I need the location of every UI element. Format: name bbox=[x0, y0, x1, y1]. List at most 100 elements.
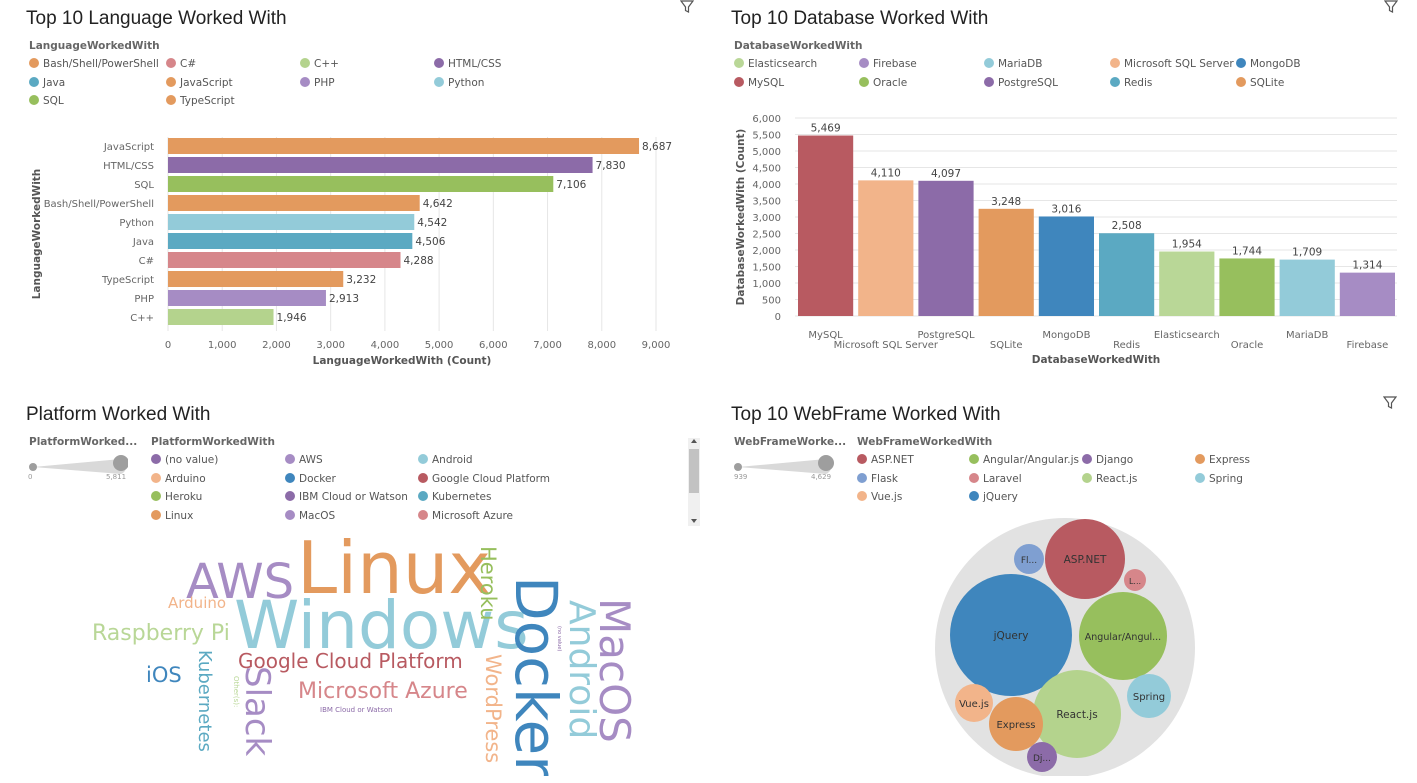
bar-postgresql[interactable] bbox=[918, 180, 974, 316]
legend-item[interactable]: SQL bbox=[29, 94, 64, 108]
legend-item[interactable]: jQuery bbox=[969, 490, 1018, 504]
bar-firebase[interactable] bbox=[1339, 272, 1395, 316]
legend-item[interactable]: MacOS bbox=[285, 509, 335, 523]
legend-item[interactable]: Vue.js bbox=[857, 490, 902, 504]
bar-mariadb[interactable] bbox=[1279, 259, 1335, 316]
legend-item[interactable]: (no value) bbox=[151, 453, 218, 467]
legend-item[interactable]: Docker bbox=[285, 472, 336, 486]
legend-item[interactable]: Android bbox=[418, 453, 473, 467]
legend-item[interactable]: React.js bbox=[1082, 472, 1137, 486]
filter-icon[interactable] bbox=[1383, 0, 1399, 18]
bar-html-css[interactable] bbox=[168, 157, 593, 173]
legend-item[interactable]: IBM Cloud or Watson bbox=[285, 490, 408, 504]
bar-typescript[interactable] bbox=[168, 271, 344, 287]
legend-item[interactable]: Elasticsearch bbox=[734, 57, 817, 71]
legend-item[interactable]: Bash/Shell/PowerShell bbox=[29, 57, 159, 71]
bar-oracle[interactable] bbox=[1219, 258, 1275, 316]
word-google-cloud-platform[interactable]: Google Cloud Platform bbox=[238, 649, 463, 673]
legend-item[interactable]: Java bbox=[29, 76, 65, 90]
word-kubernetes[interactable]: Kubernetes bbox=[194, 650, 215, 752]
legend-item[interactable]: HTML/CSS bbox=[434, 57, 501, 71]
legend-item[interactable]: Redis bbox=[1110, 76, 1152, 90]
bar-c[interactable] bbox=[168, 252, 401, 268]
bar-sql[interactable] bbox=[168, 176, 554, 192]
legend-item[interactable]: ASP.NET bbox=[857, 453, 914, 467]
platform-size-slider[interactable] bbox=[28, 454, 129, 474]
word-no-value[interactable]: (no value) bbox=[556, 626, 562, 651]
legend-item[interactable]: MySQL bbox=[734, 76, 784, 90]
word-docker[interactable]: Docker bbox=[502, 576, 570, 776]
bar-javascript[interactable] bbox=[168, 138, 640, 154]
bar-mongodb[interactable] bbox=[1038, 216, 1094, 316]
word-wordpress[interactable]: WordPress bbox=[481, 654, 505, 763]
bubble-laravel[interactable] bbox=[1124, 569, 1146, 591]
legend-item[interactable]: Google Cloud Platform bbox=[418, 472, 550, 486]
legend-item[interactable]: Arduino bbox=[151, 472, 206, 486]
bar-microsoft-sql-server[interactable] bbox=[858, 180, 914, 316]
legend-item[interactable]: Heroku bbox=[151, 490, 202, 504]
bar-redis[interactable] bbox=[1099, 233, 1155, 316]
word-linux[interactable]: Linux bbox=[297, 526, 491, 610]
word-ibm-cloud-or-watson[interactable]: IBM Cloud or Watson bbox=[320, 706, 393, 714]
bar-java[interactable] bbox=[168, 233, 413, 249]
word-other-s[interactable]: Other(s): bbox=[232, 676, 240, 707]
legend-item[interactable]: Oracle bbox=[859, 76, 907, 90]
bubble-django[interactable] bbox=[1027, 742, 1057, 772]
bar-elasticsearch[interactable] bbox=[1159, 251, 1215, 316]
scroll-up-icon[interactable] bbox=[691, 439, 697, 443]
word-aws[interactable]: AWS bbox=[186, 554, 294, 610]
legend-scrollbar[interactable] bbox=[688, 438, 700, 526]
word-windows[interactable]: Windows bbox=[234, 587, 529, 664]
bar-php[interactable] bbox=[168, 290, 326, 306]
legend-item[interactable]: Kubernetes bbox=[418, 490, 491, 504]
legend-item[interactable]: Firebase bbox=[859, 57, 917, 71]
legend-item[interactable]: C# bbox=[166, 57, 196, 71]
word-android[interactable]: Android bbox=[561, 600, 602, 739]
webframe-size-slider[interactable] bbox=[733, 454, 843, 474]
legend-item[interactable]: Angular/Angular.js bbox=[969, 453, 1079, 467]
bar-mysql[interactable] bbox=[798, 135, 854, 316]
word-microsoft-azure[interactable]: Microsoft Azure bbox=[298, 679, 468, 704]
bar-bash-shell-powershell[interactable] bbox=[168, 195, 420, 211]
language-bar-chart[interactable]: 0 1,000 2,000 3,000 4,000 5,000 6,000 7,000 8,00… bbox=[26, 8, 702, 380]
legend-item[interactable]: TypeScript bbox=[166, 94, 235, 108]
word-arduino[interactable]: Arduino bbox=[168, 594, 226, 612]
bubble-spring[interactable] bbox=[1127, 674, 1171, 718]
bar-sqlite[interactable] bbox=[978, 208, 1034, 316]
legend-item[interactable]: Express bbox=[1195, 453, 1250, 467]
legend-item[interactable]: MongoDB bbox=[1236, 57, 1301, 71]
legend-item[interactable]: Spring bbox=[1195, 472, 1243, 486]
bubble-express[interactable] bbox=[989, 697, 1043, 751]
bubble-flask[interactable] bbox=[1014, 544, 1044, 574]
legend-item[interactable]: PHP bbox=[300, 76, 335, 90]
bubble-react-js[interactable] bbox=[1033, 670, 1121, 758]
legend-item[interactable]: C++ bbox=[300, 57, 339, 71]
bubble-jquery[interactable] bbox=[950, 574, 1072, 696]
bar-c[interactable] bbox=[168, 309, 274, 325]
legend-item[interactable]: JavaScript bbox=[166, 76, 233, 90]
webframe-bubble-chart[interactable]: jQuery React.js Angular/Angul... ASP.NET Exp… bbox=[731, 516, 1407, 776]
legend-item[interactable]: Linux bbox=[151, 509, 193, 523]
legend-item[interactable]: Microsoft Azure bbox=[418, 509, 513, 523]
bubble-angular-angular-js[interactable] bbox=[1079, 592, 1167, 680]
legend-item[interactable]: Microsoft SQL Server bbox=[1110, 57, 1234, 71]
scroll-down-icon[interactable] bbox=[691, 519, 697, 523]
legend-item[interactable]: Python bbox=[434, 76, 484, 90]
legend-item[interactable]: AWS bbox=[285, 453, 323, 467]
legend-item[interactable]: Django bbox=[1082, 453, 1133, 467]
bar-python[interactable] bbox=[168, 214, 415, 230]
legend-item[interactable]: SQLite bbox=[1236, 76, 1284, 90]
word-macos[interactable]: MacOS bbox=[590, 598, 639, 743]
word-slack[interactable]: Slack bbox=[237, 666, 277, 757]
filter-icon[interactable] bbox=[679, 0, 695, 18]
legend-item[interactable]: PostgreSQL bbox=[984, 76, 1058, 90]
bubble-asp-net[interactable] bbox=[1045, 519, 1125, 599]
filter-icon[interactable] bbox=[1382, 396, 1398, 414]
database-bar-chart[interactable]: 0 500 1,000 1,500 2,000 2,500 3,000 3,500 4,000 4… bbox=[731, 8, 1407, 380]
legend-item[interactable]: Flask bbox=[857, 472, 898, 486]
legend-item[interactable]: MariaDB bbox=[984, 57, 1042, 71]
legend-item[interactable]: Laravel bbox=[969, 472, 1022, 486]
bubble-vue-js[interactable] bbox=[955, 684, 993, 722]
word-heroku[interactable]: Heroku bbox=[476, 546, 500, 621]
